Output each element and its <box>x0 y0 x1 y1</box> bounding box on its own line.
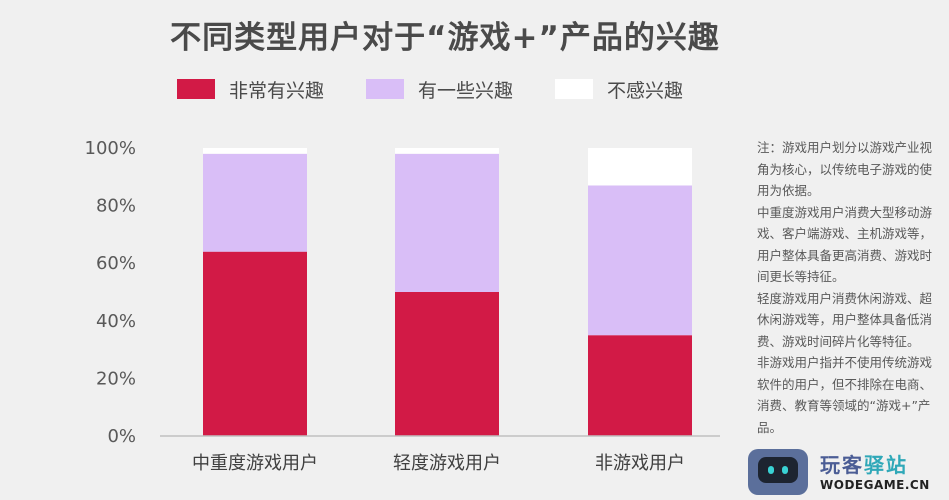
legend-label-very-interested: 非常有兴趣 <box>229 79 325 102</box>
x-category-label: 中重度游戏用户 <box>192 453 318 474</box>
watermark-cn: 玩客驿站 <box>820 449 908 478</box>
bar-segment <box>588 185 692 336</box>
bar-segment <box>203 148 307 154</box>
footnote: 注：游戏用户划分以游戏产业视角为核心，以传统电子游戏的使用为依据。 中重度游戏用… <box>757 137 941 438</box>
chart-title: 不同类型用户对于“游戏+”产品的兴趣 <box>170 20 720 56</box>
legend-label-somewhat-interested: 有一些兴趣 <box>418 79 514 102</box>
legend-item-somewhat-interested: 有一些兴趣 <box>366 76 513 103</box>
bar-segment <box>395 153 499 292</box>
y-tick-label: 80% <box>96 196 136 217</box>
y-tick-label: 100% <box>85 138 136 159</box>
legend-label-not-interested: 不感兴趣 <box>607 79 684 102</box>
y-tick-label: 40% <box>96 311 136 332</box>
y-tick-label: 20% <box>96 368 136 389</box>
watermark-cn-part1: 玩客 <box>820 453 864 477</box>
watermark-en: WODEGAME.CN <box>820 478 930 492</box>
bar-segment <box>203 251 307 436</box>
bar-segment <box>203 153 307 252</box>
robot-icon <box>748 449 808 495</box>
footnote-paragraph: 注：游戏用户划分以游戏产业视角为核心，以传统电子游戏的使用为依据。 <box>757 140 933 198</box>
legend-swatch-somewhat-interested <box>366 79 405 99</box>
footnote-paragraph: 轻度游戏用户消费休闲游戏、超休闲游戏等，用户整体具备低消费、游戏时间碎片化等特征… <box>757 290 933 349</box>
watermark-logo: 玩客驿站 WODEGAME.CN <box>748 447 949 500</box>
legend-item-very-interested: 非常有兴趣 <box>177 76 324 103</box>
watermark-cn-part2: 驿站 <box>864 453 908 477</box>
legend-swatch-not-interested <box>555 79 594 99</box>
bar-segment <box>588 335 692 436</box>
footnote-paragraph: 中重度游戏用户消费大型移动游戏、客户端游戏、主机游戏等，用户整体具备更高消费、游… <box>757 204 933 285</box>
bar-segment <box>395 148 499 154</box>
footnote-paragraph: 非游戏用户指并不使用传统游戏软件的用户，但不排除在电商、消费、教育等领域的“游戏… <box>757 355 933 435</box>
legend-swatch-very-interested <box>177 79 215 99</box>
y-tick-label: 60% <box>96 253 136 274</box>
x-category-label: 非游戏用户 <box>595 453 685 474</box>
y-tick-label: 0% <box>107 426 136 447</box>
x-category-label: 轻度游戏用户 <box>393 453 501 474</box>
legend: 非常有兴趣 有一些兴趣 不感兴趣 <box>177 76 683 102</box>
bar-segment <box>395 292 499 436</box>
bar-segment <box>588 148 692 186</box>
legend-item-not-interested: 不感兴趣 <box>555 76 683 103</box>
